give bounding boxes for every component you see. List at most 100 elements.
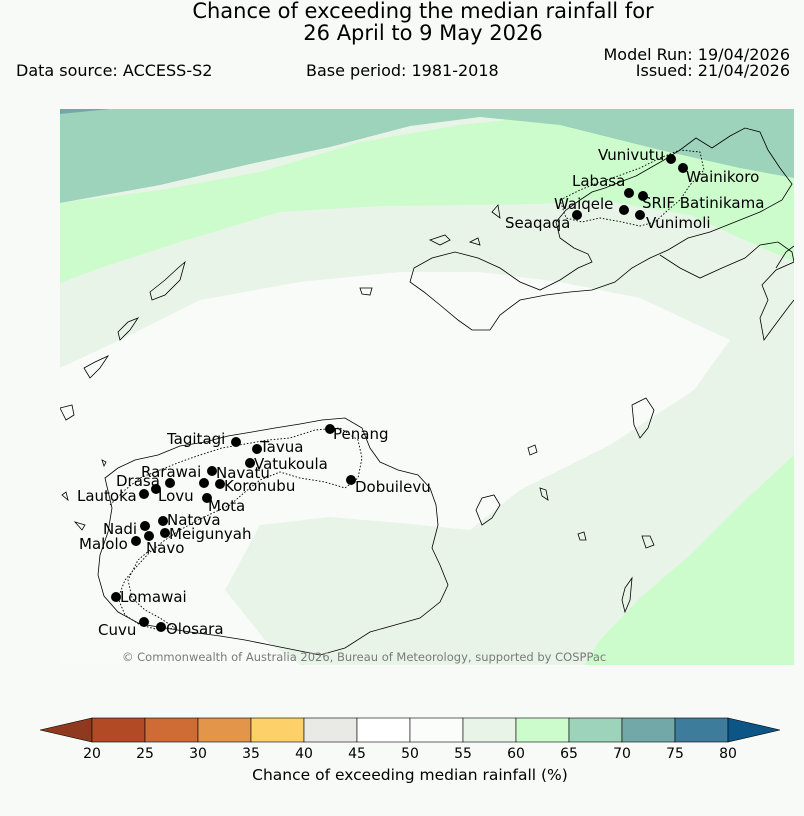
colorbar-20-25: [91, 717, 146, 743]
station-marker: [619, 205, 629, 215]
colorbar-25-30: [144, 717, 199, 743]
station-marker: [151, 484, 161, 494]
label-navatu: Navatu: [216, 464, 270, 482]
copyright-notice: © Commonwealth of Australia 2026, Bureau…: [122, 650, 606, 664]
station-marker: [252, 444, 262, 454]
station-marker: [624, 188, 634, 198]
label-wainikoro: Wainikoro: [686, 168, 759, 186]
label-cuvu: Cuvu: [98, 621, 136, 639]
station-marker: [572, 210, 582, 220]
label-malolo: Malolo: [79, 535, 128, 553]
station-marker: [635, 210, 645, 220]
chart-title-line1: Chance of exceeding the median rainfall …: [192, 0, 654, 23]
label-navo: Navo: [146, 539, 184, 557]
small-isle-3: [641, 535, 655, 549]
tick-80: 80: [719, 746, 737, 762]
tick-65: 65: [560, 746, 578, 762]
station-marker: [346, 475, 356, 485]
label-dobuilevu: Dobuilevu: [355, 478, 431, 496]
colorbar-60-65: [515, 717, 570, 743]
vanua-levu-east: [659, 241, 794, 341]
label-lautoka: Lautoka: [77, 487, 137, 505]
station-marker: [231, 437, 241, 447]
vanua-levu-coast: [409, 127, 793, 331]
label-lovu: Lovu: [158, 487, 194, 505]
colorbar-above-80: [727, 717, 781, 743]
small-isle-5: [359, 287, 373, 296]
colorbar-below-20: [39, 717, 93, 743]
chart-title-line2: 26 April to 9 May 2026: [303, 21, 543, 45]
label-labasa: Labasa: [572, 172, 625, 190]
colorbar-45-50: [356, 717, 411, 743]
tick-25: 25: [136, 746, 154, 762]
label-waiqele: Waiqele: [554, 195, 613, 213]
label-koronubu: Koronubu: [224, 477, 295, 495]
colorbar-55-60: [462, 717, 517, 743]
colorbar-svg: 20 25 30 35 40 45 50 55 60 65 70 75 80 C…: [39, 717, 781, 784]
label-nadi: Nadi: [103, 520, 137, 538]
ovalau-coast: [475, 494, 501, 526]
label-srif-batinikama: SRIF Batinikama: [642, 194, 764, 212]
colorbar-legend: 20 25 30 35 40 45 50 55 60 65 70 75 80 C…: [38, 712, 784, 802]
label-tavua: Tavua: [259, 438, 303, 456]
label-vunivutu: Vunivutu: [598, 146, 664, 164]
data-source: Data source: ACCESS-S2: [16, 61, 213, 80]
model-run: Model Run: 19/04/2026: [603, 45, 791, 64]
station-marker: [111, 592, 121, 602]
station-marker: [156, 622, 166, 632]
station-marker: [666, 154, 676, 164]
tick-30: 30: [189, 746, 207, 762]
tick-20: 20: [83, 746, 101, 762]
colorbar-35-40: [250, 717, 305, 743]
station-marker: [140, 521, 150, 531]
label-meigunyah: Meigunyah: [169, 525, 251, 543]
station-marker: [165, 478, 175, 488]
tick-50: 50: [401, 746, 419, 762]
mamanuca-islets: [61, 459, 107, 531]
base-period: Base period: 1981-2018: [306, 61, 499, 80]
station-marker: [144, 531, 154, 541]
station-markers: [111, 154, 688, 632]
yasawa-3: [149, 260, 186, 301]
station-marker: [131, 536, 141, 546]
label-rarawai: Rarawai: [141, 463, 201, 481]
tick-45: 45: [348, 746, 366, 762]
tick-70: 70: [613, 746, 631, 762]
band-65-70: [60, 109, 794, 203]
label-mota: Mota: [208, 497, 245, 515]
yasawa-1: [60, 404, 75, 421]
station-marker: [215, 479, 225, 489]
small-isle-2: [577, 531, 587, 541]
colorbar-70-75: [621, 717, 676, 743]
label-drasa: Drasa: [116, 472, 160, 490]
tick-40: 40: [295, 746, 313, 762]
issued-date: Issued: 21/04/2026: [635, 61, 790, 80]
band-70-75-sliver: [60, 109, 110, 114]
yasawa-2: [83, 355, 110, 379]
band-60-65: [60, 109, 794, 283]
colorbar-50-55: [409, 717, 464, 743]
rainfall-map: Vunivutu Wainikoro Labasa SRIF Batinikam…: [60, 109, 794, 665]
tick-75: 75: [666, 746, 684, 762]
small-isle-4: [527, 444, 538, 456]
koro-coast: [631, 397, 655, 439]
colorbar-40-45: [303, 717, 358, 743]
label-penang: Penang: [333, 425, 388, 443]
colorbar-65-70: [568, 717, 623, 743]
station-marker: [325, 424, 335, 434]
label-vunimoli: Vunimoli: [646, 214, 711, 232]
gau-coast: [621, 576, 633, 614]
map-svg: Vunivutu Wainikoro Labasa SRIF Batinikam…: [60, 109, 794, 665]
small-isle-1: [539, 487, 549, 501]
label-olosara: Olosara: [166, 620, 224, 638]
station-marker: [202, 493, 212, 503]
tick-60: 60: [507, 746, 525, 762]
band-60-65-southeast: [585, 455, 794, 665]
station-marker: [207, 466, 217, 476]
yasawa-4: [117, 317, 140, 341]
legend-title: Chance of exceeding median rainfall (%): [252, 766, 568, 784]
colorbar-30-35: [197, 717, 252, 743]
station-marker: [245, 458, 255, 468]
tick-55: 55: [454, 746, 472, 762]
colorbar-75-80: [674, 717, 729, 743]
